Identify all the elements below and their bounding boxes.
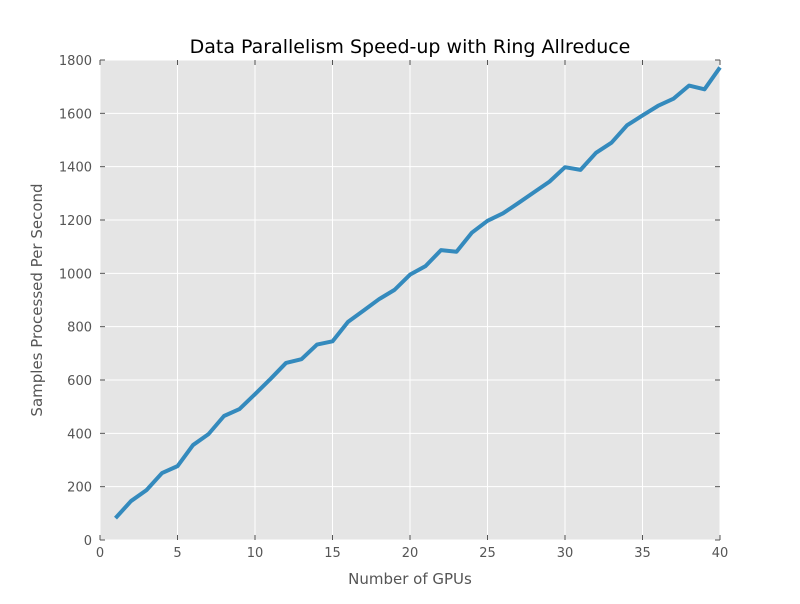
y-tick-label: 1000 xyxy=(59,267,92,282)
y-tick-label: 1800 xyxy=(59,54,92,69)
x-tick-label: 20 xyxy=(402,546,419,561)
ticks: 0 5 10 15 20 25 30 35 40020040060080010001200140… xyxy=(59,54,728,561)
x-tick-label: 15 xyxy=(324,546,341,561)
y-tick-label: 1600 xyxy=(59,107,92,122)
x-tick-label: 35 xyxy=(634,546,651,561)
y-tick-label: 1400 xyxy=(59,161,92,176)
y-tick-label: 1200 xyxy=(59,214,92,229)
x-axis-label: Number of GPUs xyxy=(348,570,472,588)
y-tick-label: 600 xyxy=(67,374,92,389)
x-tick-label: 25 xyxy=(479,546,496,561)
x-tick-label: 10 xyxy=(247,546,264,561)
x-tick-label: 5 xyxy=(173,546,181,561)
series-line xyxy=(114,66,722,520)
y-tick-label: 400 xyxy=(67,427,92,442)
y-axis-label: Samples Processed Per Second xyxy=(28,183,46,416)
x-tick-label: 30 xyxy=(557,546,574,561)
y-tick-label: 200 xyxy=(67,481,92,496)
x-tick-label: 40 xyxy=(712,546,729,561)
x-tick-label: 0 xyxy=(96,546,104,561)
y-tick-label: 800 xyxy=(67,321,92,336)
chart-title: Data Parallelism Speed-up with Ring Allr… xyxy=(190,36,631,58)
y-tick-label: 0 xyxy=(84,534,92,549)
